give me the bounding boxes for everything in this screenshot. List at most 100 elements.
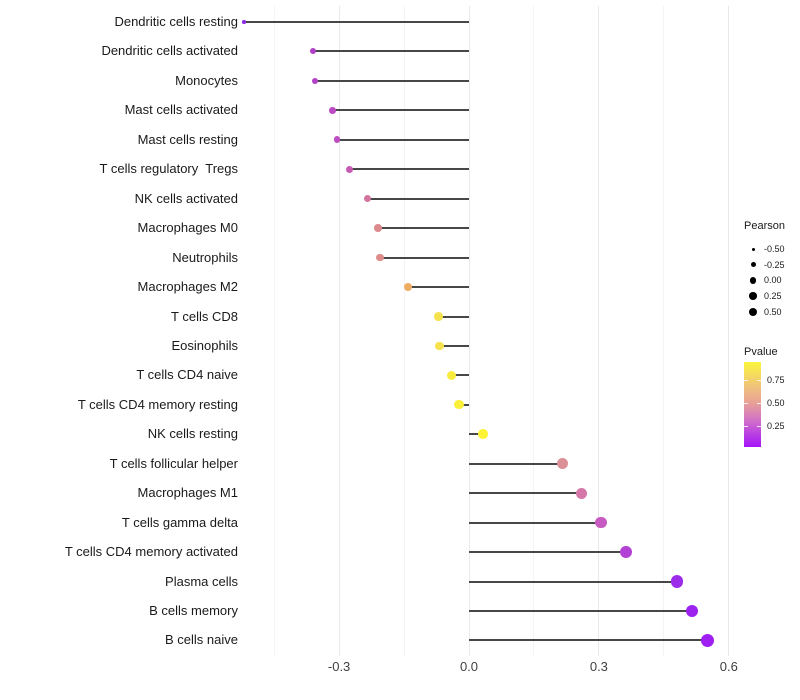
lollipop-segment bbox=[336, 138, 469, 141]
colorbar-tick bbox=[757, 402, 761, 404]
category-label: NK cells activated bbox=[134, 190, 238, 206]
data-point bbox=[575, 487, 588, 499]
category-label: T cells CD4 memory resting bbox=[77, 396, 238, 412]
gridline-minor bbox=[403, 6, 405, 656]
colorbar-tick bbox=[744, 402, 748, 404]
data-point bbox=[346, 165, 354, 173]
pearson-legend-label: -0.25 bbox=[764, 259, 785, 270]
category-label: B cells naive bbox=[165, 632, 238, 648]
plot-panel bbox=[242, 6, 741, 656]
colorbar-tick bbox=[744, 379, 748, 381]
data-point bbox=[376, 253, 385, 262]
lollipop-segment bbox=[451, 374, 469, 377]
data-point bbox=[329, 107, 336, 114]
lollipop-segment bbox=[469, 492, 582, 495]
data-point bbox=[435, 341, 444, 351]
category-label: B cells memory bbox=[149, 603, 238, 618]
data-point bbox=[478, 429, 488, 440]
lollipop-segment bbox=[469, 580, 677, 583]
pearson-legend-dot bbox=[749, 277, 757, 284]
data-point bbox=[363, 195, 371, 203]
x-tick-label: -0.3 bbox=[327, 659, 351, 674]
data-point bbox=[620, 546, 633, 559]
pvalue-legend-title: Pvalue bbox=[744, 346, 778, 358]
pearson-legend-dot bbox=[750, 262, 756, 268]
pearson-legend-label: 0.50 bbox=[764, 306, 782, 317]
pvalue-color-legend: Pvalue 0.75 0.50 0.25 bbox=[744, 346, 800, 447]
lollipop-segment bbox=[469, 433, 483, 436]
colorbar-tick bbox=[744, 425, 748, 427]
data-point bbox=[310, 48, 317, 55]
category-label: Dendritic cells resting bbox=[114, 14, 238, 29]
gridline-minor bbox=[663, 6, 665, 656]
category-label: T cells CD4 naive bbox=[136, 367, 238, 383]
pearson-legend-label: 0.00 bbox=[764, 275, 782, 286]
lollipop-segment bbox=[408, 286, 469, 289]
pearson-legend-dot bbox=[749, 292, 757, 300]
category-label: T cells CD4 memory activated bbox=[64, 544, 238, 560]
category-label: T cells gamma delta bbox=[121, 514, 238, 530]
lollipop-segment bbox=[313, 50, 469, 53]
gridline-major bbox=[468, 6, 470, 656]
category-label: Monocytes bbox=[175, 72, 238, 88]
category-label: T cells follicular helper bbox=[109, 455, 238, 471]
data-point bbox=[670, 575, 684, 588]
lollipop-segment bbox=[367, 197, 469, 200]
pearson-legend-label: 0.25 bbox=[764, 291, 782, 302]
category-label: Dendritic cells activated bbox=[101, 43, 238, 59]
colorbar-label: 0.75 bbox=[767, 374, 785, 385]
lollipop-segment bbox=[332, 109, 469, 112]
category-label: Neutrophils bbox=[172, 249, 238, 265]
gridline-major bbox=[728, 6, 730, 656]
lollipop-segment bbox=[380, 256, 469, 259]
pearson-legend-dot bbox=[748, 307, 758, 317]
category-label: Macrophages M0 bbox=[137, 220, 238, 236]
category-label: Mast cells activated bbox=[124, 102, 238, 118]
pearson-legend-title: Pearson bbox=[744, 220, 785, 232]
colorbar-label: 0.50 bbox=[767, 397, 785, 408]
lollipop-segment bbox=[315, 79, 469, 82]
gridline-minor bbox=[533, 6, 535, 656]
category-label: Eosinophils bbox=[171, 337, 239, 353]
data-point bbox=[595, 516, 607, 529]
lollipop-segment bbox=[438, 315, 469, 318]
lollipop-segment bbox=[469, 639, 708, 642]
category-label: Macrophages M1 bbox=[137, 485, 238, 501]
lollipop-segment bbox=[469, 610, 692, 612]
x-tick-label: 0.6 bbox=[719, 659, 738, 674]
data-point bbox=[374, 224, 382, 232]
data-point bbox=[404, 282, 413, 292]
gridline-major bbox=[598, 6, 600, 656]
pvalue-colorbar bbox=[744, 362, 761, 447]
lollipop-segment bbox=[459, 403, 469, 406]
colorbar-tick bbox=[757, 379, 761, 381]
colorbar-label: 0.25 bbox=[767, 420, 785, 431]
data-point bbox=[434, 312, 444, 321]
x-tick-label: 0.3 bbox=[589, 659, 608, 674]
category-label: Mast cells resting bbox=[137, 131, 238, 147]
lollipop-segment bbox=[349, 168, 469, 171]
lollipop-segment bbox=[469, 521, 602, 524]
data-point bbox=[312, 77, 319, 84]
category-label: T cells CD8 bbox=[171, 308, 238, 324]
pearson-legend-label: -0.50 bbox=[764, 244, 785, 254]
lollipop-segment bbox=[439, 344, 469, 347]
data-point bbox=[556, 458, 568, 470]
gridline-minor bbox=[273, 6, 275, 656]
data-point bbox=[454, 400, 464, 410]
category-label: NK cells resting bbox=[147, 426, 238, 442]
gridline-major bbox=[338, 6, 340, 656]
data-point bbox=[685, 604, 699, 618]
data-point bbox=[447, 370, 457, 380]
colorbar-tick bbox=[757, 425, 761, 427]
category-label: Macrophages M2 bbox=[137, 279, 238, 295]
category-label: T cells regulatory Tregs bbox=[99, 161, 238, 177]
data-point bbox=[333, 136, 341, 144]
lollipop-segment bbox=[378, 227, 469, 230]
lollipop-segment bbox=[469, 551, 627, 554]
lollipop-segment bbox=[243, 21, 469, 23]
data-point bbox=[242, 20, 246, 24]
pearson-size-legend: Pearson -0.50 -0.25 0.00 0.25 0.50 bbox=[744, 220, 800, 317]
data-point bbox=[700, 633, 714, 647]
